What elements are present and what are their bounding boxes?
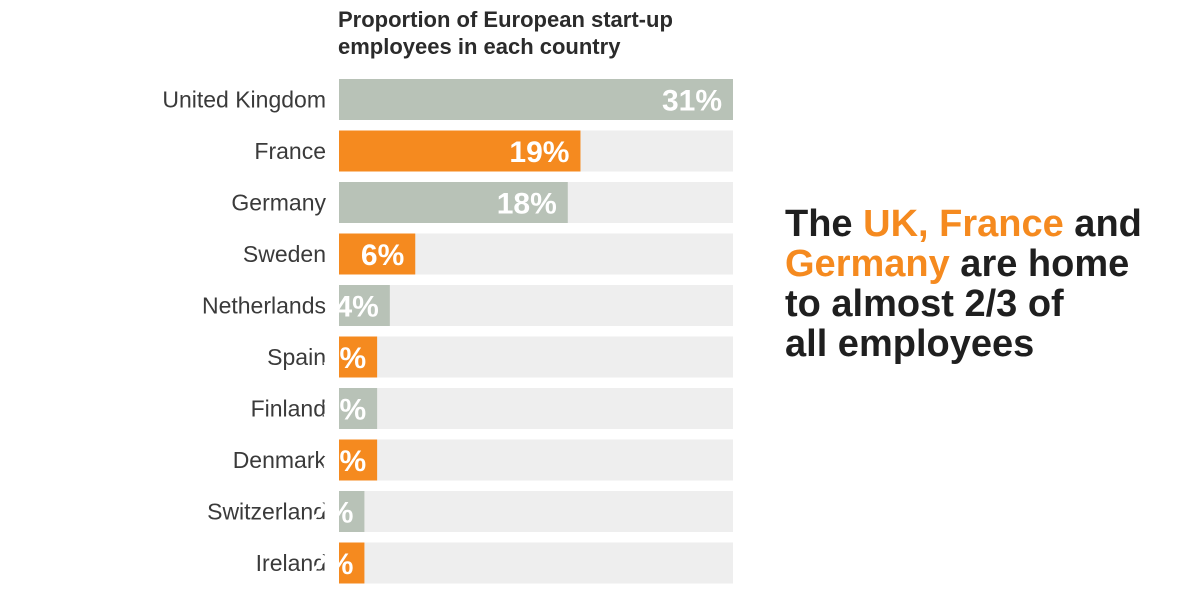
headline-line-3: to almost 2/3 of <box>785 283 1064 325</box>
bar <box>339 439 378 481</box>
category-label: Finland <box>251 396 326 422</box>
data-label: 3% <box>323 342 366 375</box>
bar-chart: United Kingdom 31% France 19% Germany 18% Swed… <box>162 79 733 584</box>
bar <box>339 182 568 223</box>
bar <box>339 285 390 326</box>
category-label: France <box>254 138 326 164</box>
bar <box>339 388 378 429</box>
bar-track <box>339 388 733 429</box>
category-label: Netherlands <box>202 293 326 319</box>
bar-track <box>339 285 733 326</box>
data-label: 18% <box>497 188 557 221</box>
category-label: Sweden <box>243 241 326 267</box>
bar-track <box>339 336 733 378</box>
bar-track <box>339 439 733 481</box>
bar <box>339 79 733 120</box>
bar <box>339 491 365 532</box>
bar <box>339 336 378 378</box>
category-label: Denmark <box>233 447 327 473</box>
category-label: Ireland <box>256 550 326 576</box>
bar <box>339 233 416 275</box>
data-label: 3% <box>323 445 366 478</box>
bar-track <box>339 491 733 532</box>
data-label: 4% <box>335 291 378 324</box>
data-label: 6% <box>361 239 404 272</box>
data-label: 2% <box>310 548 353 581</box>
data-label: 31% <box>662 85 722 118</box>
category-label: Germany <box>231 190 326 216</box>
headline-highlight: Germany <box>785 243 950 285</box>
category-label: United Kingdom <box>162 87 326 113</box>
data-label: 2% <box>310 497 353 530</box>
data-label: 19% <box>509 136 569 169</box>
category-label: Spain <box>267 344 326 370</box>
headline-text: are home <box>949 243 1130 285</box>
bar-track <box>339 542 733 584</box>
headline-text: The <box>785 203 864 245</box>
headline-line-2: Germany are home <box>785 244 1142 284</box>
headline: The UK, France and Germany are home to a… <box>785 204 1142 364</box>
category-label: Switzerland <box>207 499 326 525</box>
headline-text: and <box>1063 203 1142 245</box>
headline-line-1: The UK, France and <box>785 204 1142 244</box>
chart-title-line-2: employees in each country <box>338 34 621 59</box>
headline-highlight: UK, France <box>863 203 1064 245</box>
headline-line-4: all employees <box>785 323 1035 365</box>
chart-title-line-1: Proportion of European start-up <box>338 7 673 32</box>
bar <box>339 130 581 172</box>
data-label: 3% <box>323 394 366 427</box>
bar <box>339 542 365 584</box>
chart-title: Proportion of European start-up employee… <box>338 6 673 60</box>
